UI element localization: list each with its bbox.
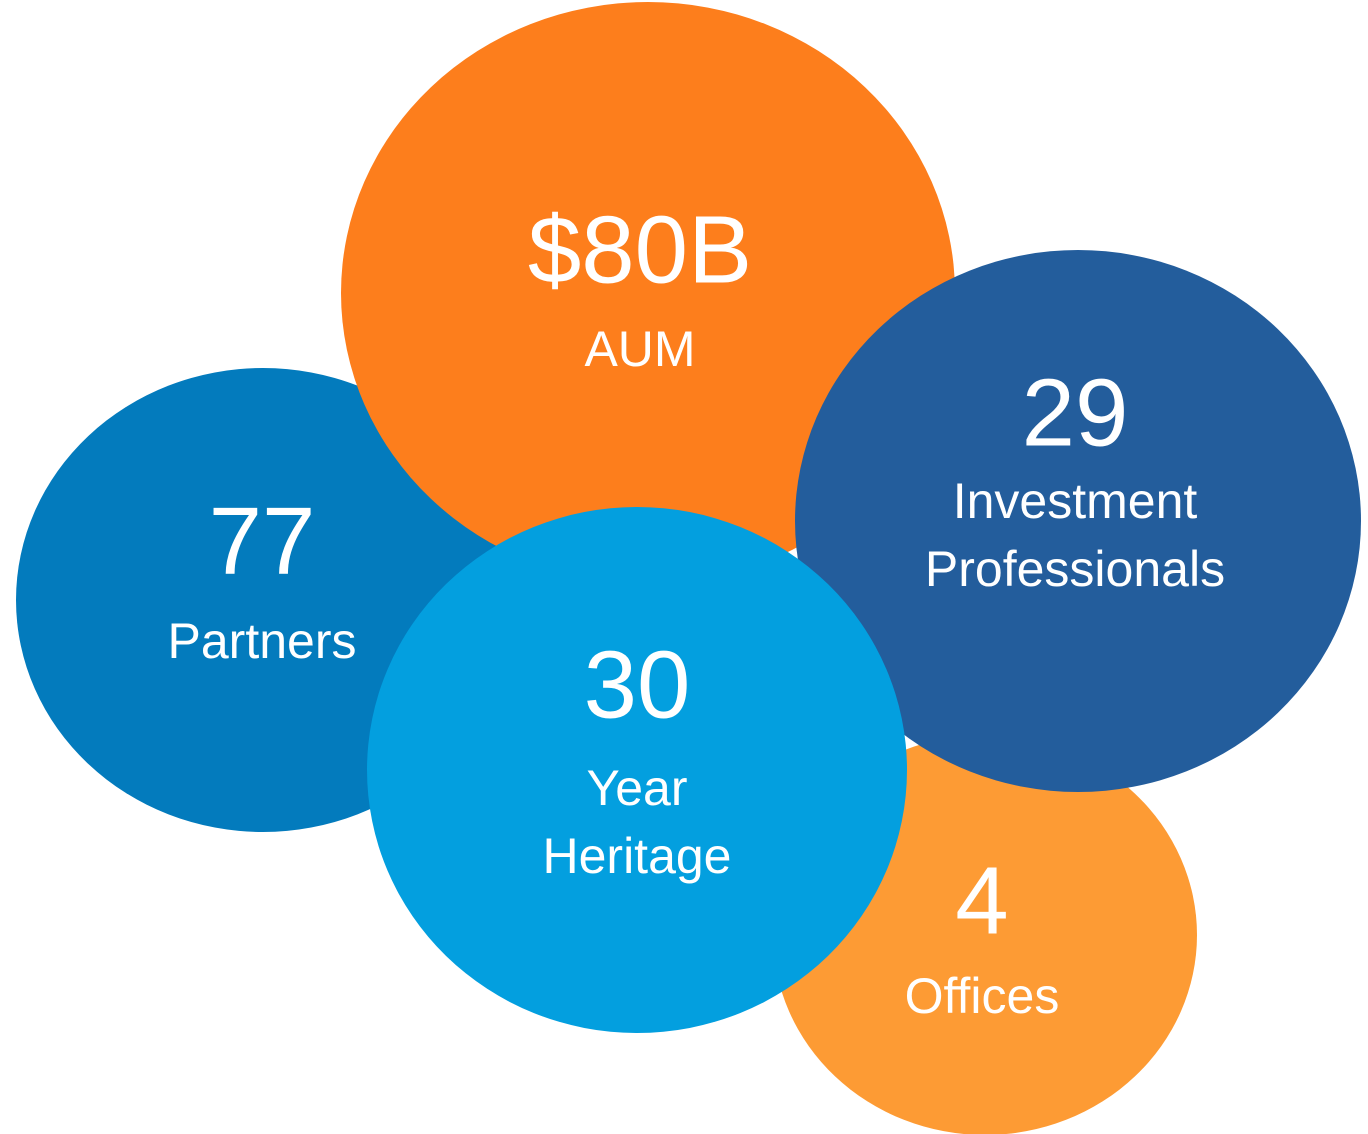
bubble-value: $80B xyxy=(528,196,752,303)
bubble-value: 77 xyxy=(209,487,316,594)
bubble-label: AUM xyxy=(584,321,695,377)
bubble-value: 29 xyxy=(1022,359,1129,466)
bubble-label: Investment xyxy=(953,473,1198,529)
bubble xyxy=(795,250,1361,792)
bubble xyxy=(341,2,955,584)
bubble-label: Heritage xyxy=(543,828,732,884)
bubble-label: Year xyxy=(586,760,687,816)
bubble-heritage: 30 Year Heritage xyxy=(367,507,907,1033)
bubble-investment: 29 Investment Professionals xyxy=(795,250,1361,792)
bubble-label: Partners xyxy=(168,613,357,669)
bubble-label: Professionals xyxy=(925,541,1225,597)
bubble-aum: $80B AUM xyxy=(341,2,955,584)
bubble xyxy=(367,507,907,1033)
bubble-value: 4 xyxy=(955,847,1008,954)
bubble-value: 30 xyxy=(584,631,691,738)
bubble-label: Offices xyxy=(905,968,1060,1024)
